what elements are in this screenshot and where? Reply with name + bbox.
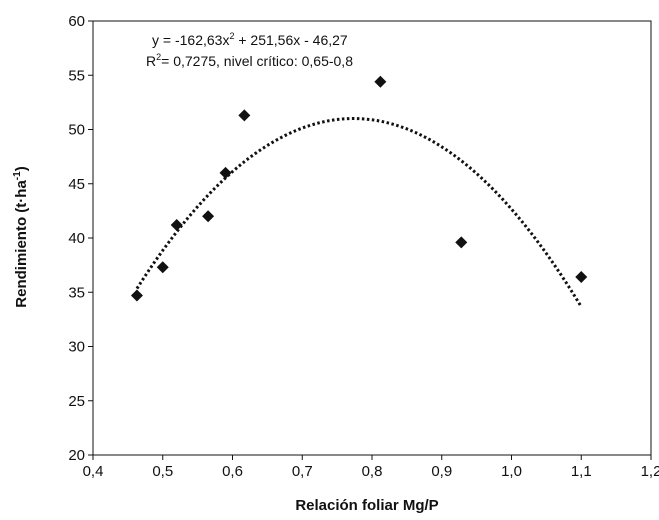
y-tick-label: 55 — [68, 67, 85, 84]
data-point-marker — [575, 271, 588, 284]
x-tick-label: 1,2 — [641, 463, 659, 480]
x-tick-label: 0,4 — [83, 463, 104, 480]
y-tick-label: 40 — [68, 230, 85, 247]
x-axis-title: Relación foliar Mg/P — [295, 497, 438, 514]
y-tick-label: 60 — [68, 13, 85, 30]
x-tick-label: 1,1 — [571, 463, 592, 480]
data-points — [130, 75, 588, 302]
y-tick-label: 25 — [68, 393, 85, 410]
x-tick-label: 0,6 — [222, 463, 243, 480]
data-point-marker — [238, 109, 251, 122]
r2-annotation: R2= 0,7275, nivel crítico: 0,65-0,8 — [146, 52, 353, 69]
y-tick-label: 35 — [68, 284, 85, 301]
x-axis-ticks: 0,4 0,5 0,6 0,7 0,8 0,9 1,0 1,1 1,2 — [83, 455, 659, 480]
y-tick-label: 50 — [68, 122, 85, 139]
y-tick-label: 30 — [68, 339, 85, 356]
y-axis-title: Rendimiento (t·ha-1) — [12, 166, 30, 307]
data-point-marker — [202, 210, 215, 223]
x-tick-label: 0,9 — [431, 463, 452, 480]
equation-annotation: y = -162,63x2 + 251,56x - 46,27 — [152, 31, 348, 48]
y-tick-label: 45 — [68, 176, 85, 193]
data-point-marker — [170, 218, 183, 231]
x-tick-label: 0,7 — [292, 463, 313, 480]
data-point-marker — [219, 166, 232, 179]
data-point-marker — [130, 289, 143, 302]
y-tick-label: 20 — [68, 447, 85, 464]
data-point-marker — [455, 236, 468, 249]
x-tick-label: 0,8 — [362, 463, 383, 480]
trendline-curve — [135, 117, 583, 308]
x-tick-label: 1,0 — [501, 463, 522, 480]
x-tick-label: 0,5 — [152, 463, 173, 480]
plot-area-frame — [92, 20, 652, 456]
y-axis-ticks: 20 25 30 35 40 45 50 55 60 — [68, 13, 93, 464]
data-point-marker — [156, 261, 169, 274]
data-point-marker — [374, 75, 387, 88]
